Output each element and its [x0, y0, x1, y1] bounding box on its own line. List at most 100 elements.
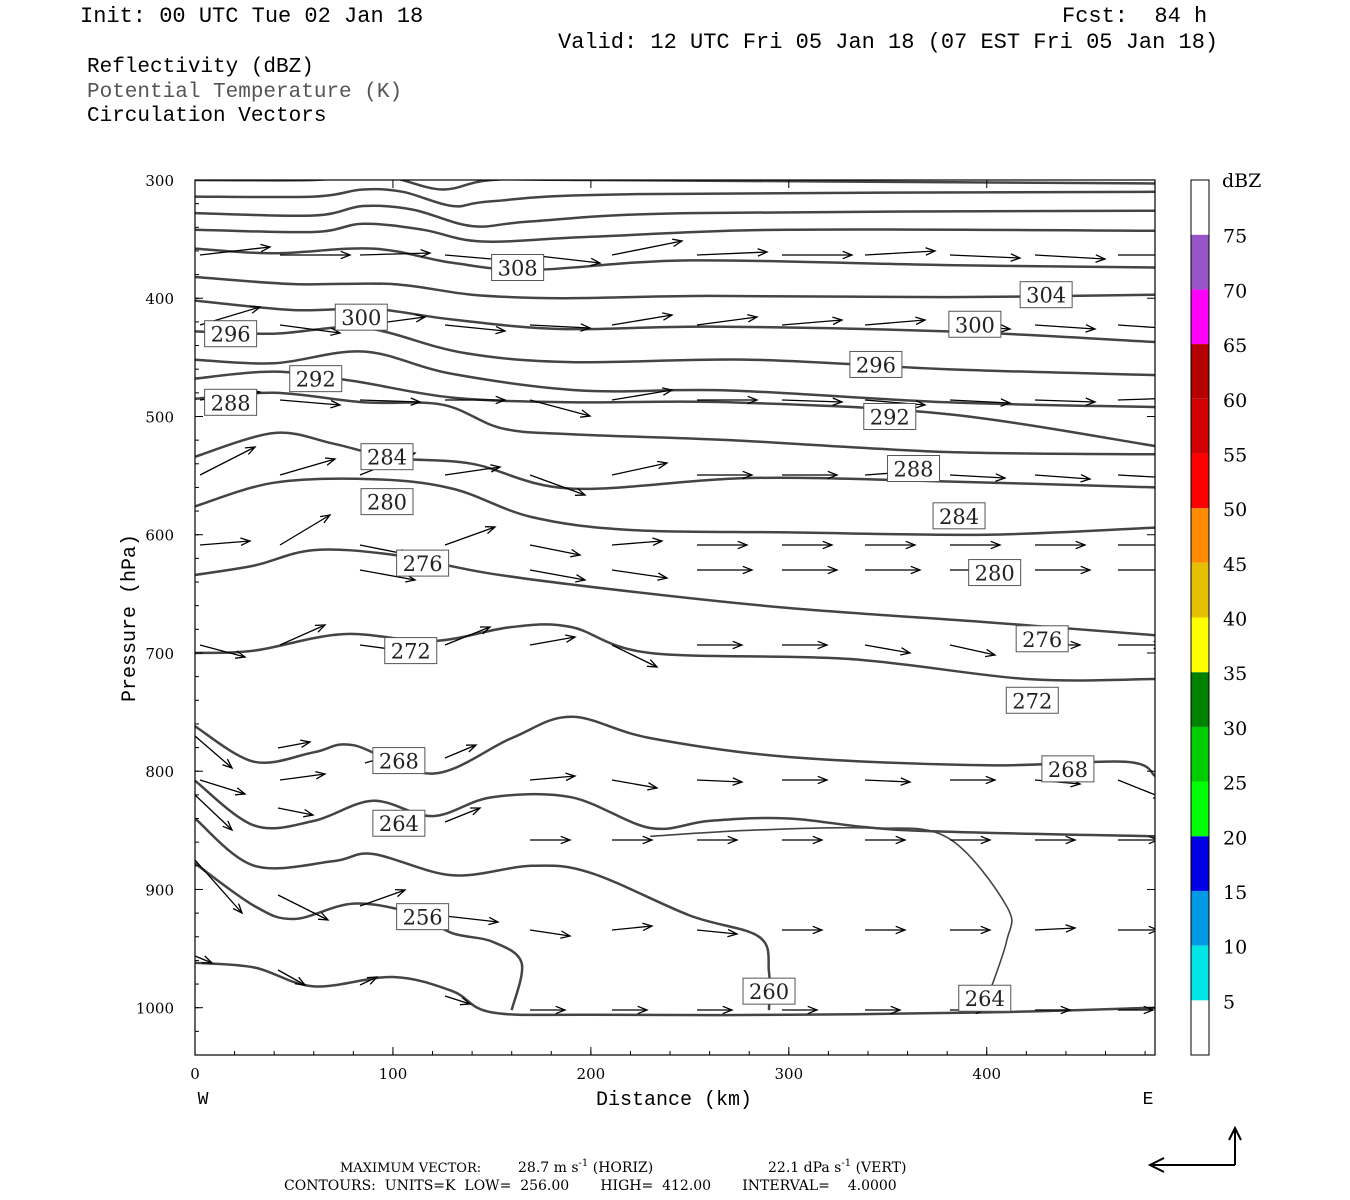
circulation-vector	[199, 446, 257, 476]
legend-circulation-vectors: Circulation Vectors	[87, 105, 327, 128]
y-axis-title: Pressure (hPa)	[119, 534, 142, 702]
circulation-vector	[529, 569, 587, 583]
max-vector-label: MAXIMUM VECTOR:	[340, 1161, 481, 1176]
circulation-vector	[611, 779, 659, 791]
isentrope-line	[195, 477, 1155, 537]
circulation-vector	[199, 779, 247, 796]
contour-label: 284	[360, 443, 414, 471]
colorbar-swatch	[1191, 398, 1209, 454]
circulation-vector	[782, 640, 829, 650]
circulation-vector	[782, 250, 854, 260]
contour-label: 268	[1041, 755, 1095, 783]
svg-text:272: 272	[1012, 689, 1052, 713]
circulation-vector	[1034, 324, 1097, 333]
colorbar-level-label: 20	[1223, 827, 1247, 849]
circulation-vector	[530, 835, 572, 845]
circulation-vector	[277, 969, 307, 986]
max-vector-horiz: 28.7 m s-1 (HORIZ)	[518, 1158, 653, 1176]
circulation-vector	[1118, 254, 1155, 256]
x-axis-title: Distance (km)	[596, 1089, 752, 1112]
circulation-vector	[782, 835, 824, 845]
contour-label: 280	[360, 488, 414, 516]
isentrope-line	[195, 350, 1155, 409]
circulation-vector	[611, 312, 674, 326]
y-tick-label: 400	[145, 290, 174, 308]
circulation-vector	[1117, 779, 1155, 799]
circulation-vector	[1118, 1005, 1155, 1015]
svg-text:284: 284	[367, 446, 407, 470]
svg-text:268: 268	[1048, 758, 1088, 782]
isentrope-line	[195, 222, 1155, 243]
isentrope-line	[195, 715, 1155, 778]
circulation-vector	[697, 540, 749, 550]
colorbar-swatch	[1191, 453, 1209, 509]
init-time: Init: 00 UTC Tue 02 Jan 18	[80, 4, 424, 29]
circulation-vector	[950, 775, 997, 785]
circulation-vector	[697, 565, 754, 575]
max-vector-vert: 22.1 dPa s-1 (VERT)	[768, 1158, 906, 1176]
contour-label: 264	[372, 809, 426, 837]
svg-text:296: 296	[856, 353, 896, 377]
svg-text:304: 304	[1026, 284, 1066, 308]
circulation-vector	[1034, 924, 1077, 933]
colorbar-swatch	[1191, 726, 1209, 782]
circulation-vector	[444, 807, 482, 823]
colorbar-level-label: 45	[1223, 554, 1247, 576]
circulation-vector	[1034, 254, 1107, 263]
east-label: E	[1143, 1090, 1154, 1110]
isentrope-line	[195, 431, 1155, 491]
circulation-vector	[697, 835, 739, 845]
y-tick-label: 900	[145, 881, 174, 899]
circulation-vector	[1118, 640, 1155, 650]
circulation-vector	[696, 313, 759, 326]
svg-text:280: 280	[975, 562, 1015, 586]
svg-text:308: 308	[498, 257, 538, 281]
y-tick-label: 800	[145, 763, 174, 781]
svg-text:264: 264	[379, 812, 419, 836]
valid-time: Valid: 12 UTC Fri 05 Jan 18 (07 EST Fri …	[558, 30, 1219, 55]
isentrope-line	[195, 623, 1155, 682]
west-label: W	[198, 1090, 209, 1110]
circulation-vector	[697, 470, 754, 480]
circulation-vector	[612, 835, 654, 845]
circulation-vector	[949, 473, 1007, 482]
circulation-vector	[444, 915, 500, 926]
svg-text:300: 300	[341, 306, 381, 330]
circulation-vector	[865, 1005, 902, 1015]
isentrope-line	[195, 299, 1155, 344]
circulation-vector	[444, 744, 478, 759]
circulation-vector	[696, 777, 744, 786]
circulation-vector	[782, 565, 839, 575]
isentrope-line	[650, 826, 1013, 1011]
colorbar-swatch	[1191, 836, 1209, 891]
isentrope-line	[195, 247, 1155, 272]
circulation-vector	[865, 540, 917, 550]
circulation-vector	[445, 395, 507, 405]
circulation-vector	[697, 395, 759, 405]
contour-label: 272	[384, 637, 438, 665]
circulation-vector	[865, 835, 907, 845]
contour-label: 288	[204, 388, 258, 416]
colorbar-level-label: 60	[1223, 390, 1247, 412]
contour-label: 308	[491, 254, 545, 281]
y-tick-label: 700	[145, 645, 174, 663]
isentrope-line	[195, 187, 1155, 208]
circulation-vector	[1035, 1005, 1072, 1015]
circulation-vector	[950, 540, 1002, 550]
colorbar-level-label: 35	[1223, 663, 1247, 685]
contours-info: CONTOURS: UNITS=K LOW= 256.00 HIGH= 412.…	[284, 1178, 897, 1194]
circulation-vector	[1118, 925, 1155, 935]
circulation-vector	[1118, 835, 1155, 845]
circulation-vector	[611, 238, 684, 256]
circulation-vector	[864, 777, 912, 786]
svg-text:284: 284	[939, 505, 979, 529]
circulation-vector	[696, 248, 769, 257]
circulation-vector	[529, 772, 577, 782]
circulation-vector	[864, 247, 937, 256]
isentrope-line	[195, 204, 1155, 228]
circulation-vector	[195, 794, 234, 832]
svg-text:276: 276	[403, 552, 443, 576]
colorbar-swatch	[1191, 508, 1209, 563]
circulation-vector	[195, 859, 244, 915]
contour-label: 300	[334, 303, 388, 331]
